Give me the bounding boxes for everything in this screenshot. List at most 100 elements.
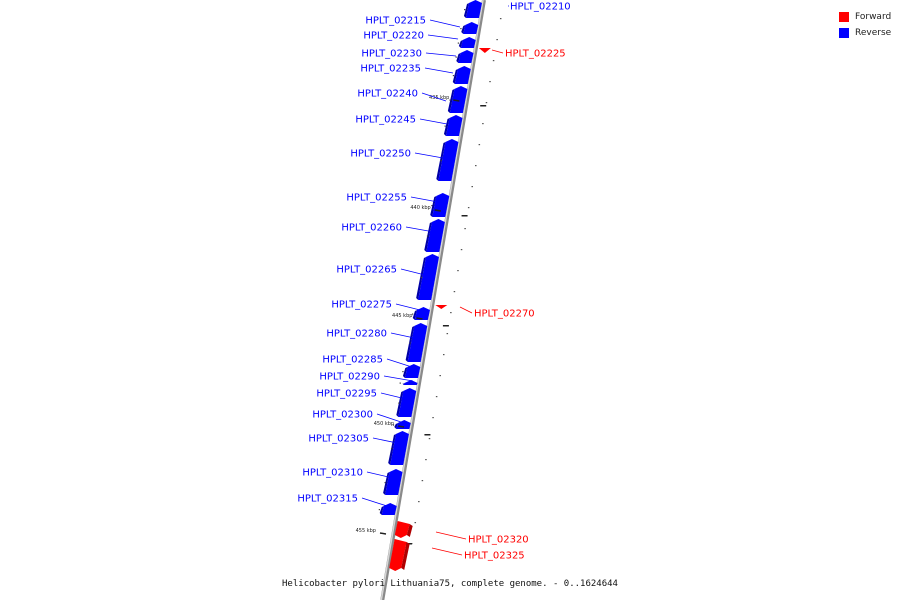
leader-line — [459, 306, 473, 314]
leader-line — [421, 92, 447, 102]
minor-tick — [432, 417, 434, 419]
gene-dot — [409, 342, 411, 344]
gene-dot — [390, 448, 393, 450]
legend-forward: Forward — [839, 9, 891, 25]
leader-line — [395, 303, 425, 312]
minor-tick — [478, 144, 481, 146]
gene-feature-HPLT_02305 — [390, 431, 409, 465]
gene-dot — [384, 482, 386, 484]
minor-tick — [482, 123, 484, 125]
gene-label-HPLT_02300: HPLT_02300 — [312, 410, 373, 421]
gene-feature-side-HPLT_02300 — [394, 420, 405, 429]
scale-tick-label: 455 kbp — [356, 528, 376, 534]
minor-tick — [442, 354, 445, 356]
scale-tick-mark — [434, 209, 441, 212]
minor-tick — [496, 39, 498, 41]
legend-reverse: Reverse — [839, 25, 891, 41]
leader-line — [361, 497, 391, 508]
gene-feature-HPLT_02265 — [418, 254, 439, 300]
gene-feature-HPLT_02210 — [465, 0, 482, 18]
gene-feature-side-HPLT_02305 — [388, 431, 403, 465]
gene-feature-HPLT_02220 — [460, 37, 476, 48]
gene-label-HPLT_02245: HPLT_02245 — [355, 115, 416, 126]
gene-label-HPLT_02255: HPLT_02255 — [346, 193, 407, 204]
gene-dot — [460, 28, 462, 30]
minor-tick — [428, 438, 431, 440]
leader-line — [380, 392, 411, 401]
gene-dot — [426, 235, 429, 237]
minor-tick — [489, 81, 491, 83]
gene-dot — [452, 75, 455, 77]
minor-tick — [450, 312, 452, 314]
legend-reverse-swatch — [839, 28, 849, 38]
minor-tick — [471, 186, 473, 188]
minor-tick — [435, 396, 438, 398]
gene-label-HPLT_02220: HPLT_02220 — [363, 31, 424, 42]
gene-dot — [457, 42, 460, 44]
leader-line — [383, 375, 414, 382]
gene-feature-HPLT_02240 — [449, 86, 468, 113]
gene-feature-side-HPLT_02215 — [461, 22, 472, 34]
scale-tick-mark — [453, 99, 460, 102]
gene-dot — [411, 313, 414, 315]
gene-label-HPLT_02230: HPLT_02230 — [361, 49, 422, 60]
gene-dot — [449, 99, 451, 101]
gene-label-HPLT_02275: HPLT_02275 — [331, 300, 392, 311]
gene-label-HPLT_02280: HPLT_02280 — [326, 329, 387, 340]
major-tick-mark — [461, 215, 468, 217]
gene-feature-HPLT_02290 — [403, 380, 418, 385]
leader-line — [427, 34, 459, 40]
gene-feature-side-HPLT_02250 — [436, 139, 452, 181]
leader-line — [372, 437, 403, 445]
legend-reverse-label: Reverse — [855, 28, 892, 38]
gene-dot — [392, 424, 395, 426]
gene-feature-side-HPLT_02310 — [383, 469, 397, 495]
minor-tick — [492, 60, 495, 62]
leader-line — [435, 531, 467, 540]
gene-feature-HPLT_02315 — [381, 503, 397, 515]
gene-dot — [420, 277, 423, 279]
minor-tick — [464, 228, 466, 230]
leader-line — [400, 268, 430, 277]
gene-feature-HPLT_02215 — [463, 22, 479, 34]
gene-label-HPLT_02270: HPLT_02270 — [474, 309, 535, 320]
backbone-shadow — [380, 0, 486, 600]
scale-tick-label: 435 kbp — [429, 95, 449, 101]
minor-tick — [425, 459, 427, 461]
minor-tick — [475, 165, 477, 167]
gene-feature-HPLT_02295 — [398, 388, 417, 417]
gene-feature-side-HPLT_02265 — [416, 254, 433, 300]
gene-feature-side-HPLT_02280 — [405, 323, 421, 362]
leader-line — [376, 413, 408, 425]
gene-label-HPLT_02240: HPLT_02240 — [357, 89, 418, 100]
gene-label-HPLT_02295: HPLT_02295 — [316, 389, 377, 400]
gene-label-HPLT_02260: HPLT_02260 — [341, 223, 402, 234]
minor-tick — [418, 501, 420, 503]
gene-dot — [378, 509, 381, 511]
gene-feature-side-HPLT_02230 — [456, 50, 468, 63]
gene-feature-HPLT_02235 — [454, 66, 471, 84]
gene-feature-HPLT_02260 — [426, 219, 445, 252]
gene-feature-side-HPLT_02260 — [424, 219, 439, 252]
gene-feature-side-HPLT_02315 — [379, 503, 391, 515]
scale-tick-mark — [398, 425, 405, 428]
gene-feature-side-HPLT_02255 — [430, 193, 443, 217]
gene-dot — [399, 382, 401, 384]
gene-feature-side-HPLT_02240 — [447, 86, 461, 113]
major-tick-mark — [424, 434, 431, 436]
scale-tick-label: 450 kbp — [374, 421, 394, 427]
minor-tick — [446, 333, 449, 335]
gene-feature-HPLT_02280 — [407, 323, 428, 362]
leader-line — [429, 19, 461, 28]
gene-feature-HPLT_02270 — [435, 305, 448, 309]
gene-dot — [398, 402, 400, 404]
backbone-highlight — [380, 0, 484, 600]
gene-dot — [440, 160, 442, 162]
leader-line — [410, 196, 439, 203]
leader-line — [424, 67, 454, 74]
genome-caption: Helicobacter pylori Lithuania75, complet… — [282, 579, 618, 589]
minor-tick — [499, 18, 502, 20]
leader-line — [425, 52, 457, 57]
gene-feature-side-HPLT_02210 — [463, 0, 476, 18]
major-tick-mark — [442, 325, 449, 327]
